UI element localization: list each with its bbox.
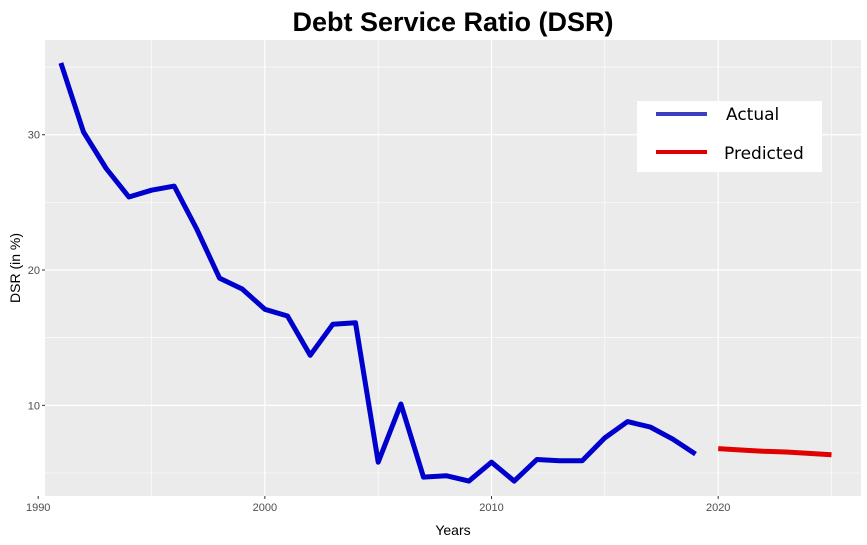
series-line-actual [58,62,697,484]
legend: Actual Predicted [637,101,822,172]
legend-label-actual: Actual [726,105,779,125]
grid-minor-x [151,40,832,496]
y-axis-title: DSR (in %) [7,233,23,303]
x-tick-label: 1990 [26,502,50,514]
grid-major-x [37,40,719,496]
legend-label-predicted: Predicted [724,144,804,164]
series-layer [58,62,832,484]
x-tick-label: 2000 [253,502,277,514]
y-tick-label: 30 [28,130,40,142]
x-tick-label: 2010 [479,502,503,514]
x-axis-ticks: 1990 2000 2010 2020 [26,496,730,514]
y-tick-label: 10 [28,400,40,412]
series-line-predicted [718,446,832,458]
y-tick-label: 20 [28,265,40,277]
x-axis-title: Years [435,522,470,538]
y-axis-ticks: 10 20 30 [28,130,45,412]
chart-title: Debt Service Ratio (DSR) [292,7,613,37]
x-tick-label: 2020 [706,502,730,514]
